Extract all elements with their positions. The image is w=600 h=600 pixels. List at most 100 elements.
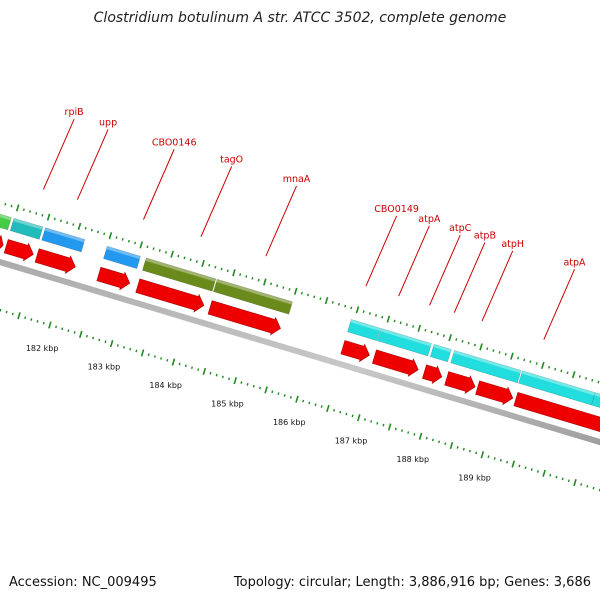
axis-tick-label: 188 kbp [396, 455, 429, 464]
inner-tick [123, 345, 126, 349]
outer-tick [263, 278, 267, 286]
inner-tick [67, 329, 70, 332]
axis-tick-label: 189 kbp [458, 474, 491, 483]
outer-tick [183, 256, 186, 260]
inner-tick [116, 344, 119, 347]
outer-tick [585, 377, 588, 380]
outer-tick [46, 213, 51, 221]
outer-tick [84, 226, 87, 230]
inner-tick [209, 371, 212, 375]
outer-tick [399, 321, 402, 325]
cds-arrow [207, 300, 281, 336]
inner-tick [295, 395, 299, 403]
inner-tick [289, 395, 292, 399]
inner-tick [401, 429, 404, 433]
inner-tick [79, 330, 83, 338]
label-leader [143, 149, 175, 220]
outer-tick [77, 222, 82, 230]
inner-tick [413, 433, 416, 436]
gene-block [450, 350, 522, 384]
outer-tick-ring [0, 201, 600, 384]
outer-tick [164, 251, 167, 254]
outer-tick [578, 375, 581, 378]
label-leader [481, 250, 514, 322]
inner-tick [98, 338, 101, 342]
outer-tick [139, 241, 144, 249]
inner-tick [228, 377, 231, 381]
inner-tick [104, 340, 107, 344]
outer-tick [331, 301, 334, 304]
inner-tick [258, 386, 261, 390]
gene-block [376, 328, 432, 357]
inner-tick [178, 362, 181, 366]
outer-tick [29, 210, 32, 213]
inner-tick [407, 431, 410, 434]
inner-tick [5, 310, 8, 314]
outer-tick [547, 365, 551, 369]
outer-tick [381, 315, 384, 319]
gene-block [213, 278, 293, 315]
inner-tick [30, 318, 33, 321]
outer-tick [158, 249, 161, 252]
inner-tick [17, 312, 21, 320]
outer-tick [313, 295, 316, 299]
gene-block [103, 245, 141, 269]
inner-tick [506, 460, 509, 464]
inner-tick [55, 325, 58, 329]
inner-tick [0, 308, 2, 312]
inner-tick [197, 368, 200, 371]
outer-tick [300, 291, 303, 295]
inner-tick [92, 336, 95, 340]
cds-arrow [135, 278, 205, 313]
gene-highlight [0, 214, 12, 221]
outer-tick [276, 284, 279, 288]
gene-highlight [350, 319, 381, 332]
inner-tick [518, 464, 521, 468]
outer-tick [566, 371, 569, 375]
inner-tick [221, 375, 224, 379]
gene-track [0, 213, 600, 408]
outer-tick [127, 239, 130, 243]
outer-tick [442, 334, 445, 338]
outer-tick [214, 265, 217, 269]
outer-tick [103, 232, 106, 236]
outer-tick [108, 232, 113, 240]
gene-block [591, 392, 600, 408]
outer-tick [53, 217, 56, 221]
gene-highlight [106, 246, 141, 260]
cds-arrow [444, 371, 476, 394]
cds-arrow [34, 248, 76, 275]
outer-tick [492, 349, 495, 352]
outer-tick [35, 212, 38, 215]
inner-tick [240, 381, 243, 384]
outer-tick [535, 362, 538, 365]
inner-tick [363, 418, 366, 421]
gene-block [142, 257, 217, 292]
gene-label: atpH [501, 239, 524, 250]
gene-label: rpiB [65, 107, 84, 118]
outer-tick [368, 312, 371, 315]
inner-tick [283, 394, 286, 397]
outer-tick [307, 293, 310, 297]
gene-highlight [521, 370, 596, 396]
outer-tick [121, 238, 124, 241]
outer-tick [473, 343, 476, 347]
inner-tick [42, 321, 45, 325]
axis-tick-label: 184 kbp [149, 381, 182, 390]
inner-tick [85, 334, 88, 338]
axis-tick-label: 183 kbp [88, 362, 121, 371]
inner-tick [326, 404, 330, 413]
inner-tick-ring [0, 308, 600, 492]
outer-tick [448, 334, 452, 342]
inner-tick [345, 412, 348, 416]
cds-arrow [513, 392, 600, 432]
label-leader [429, 234, 461, 306]
outer-tick [288, 288, 291, 291]
inner-tick [536, 470, 539, 473]
outer-tick [510, 352, 514, 360]
outer-tick [350, 306, 353, 310]
cds-arrow [3, 239, 34, 262]
inner-tick [382, 423, 385, 427]
inner-tick [561, 477, 564, 481]
inner-tick [233, 377, 237, 385]
